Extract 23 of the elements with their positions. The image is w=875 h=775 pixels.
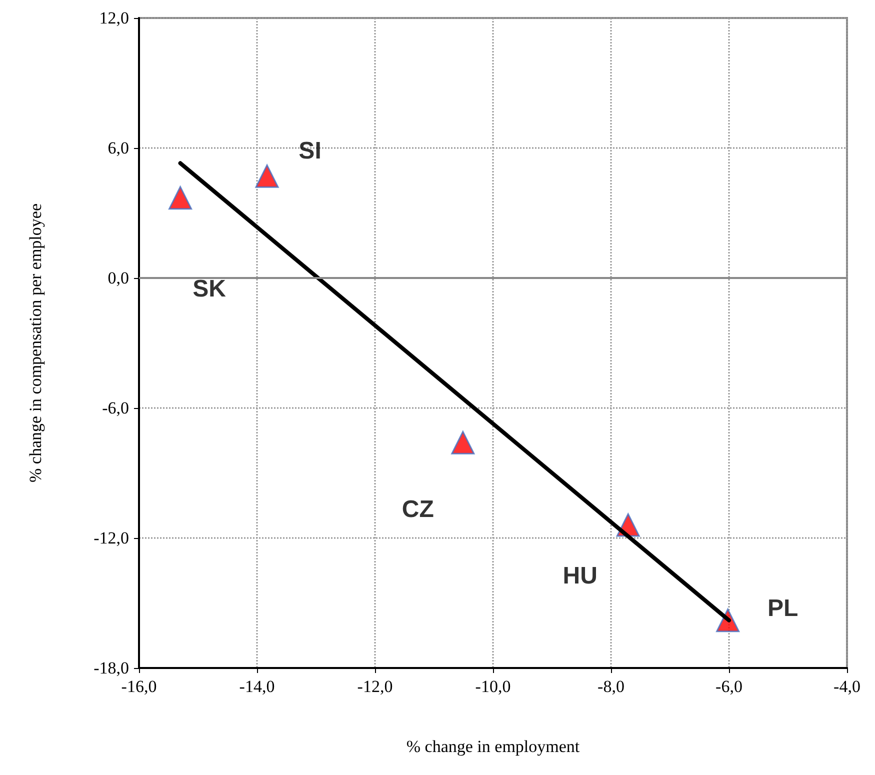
x-tick-label: -6,0 — [716, 677, 742, 696]
x-tick-label: -14,0 — [239, 677, 275, 696]
x-tick-label: -16,0 — [121, 677, 157, 696]
x-tick-label: -12,0 — [357, 677, 393, 696]
y-tick-label: 6,0 — [108, 138, 129, 158]
annotation: PL — [767, 594, 798, 622]
x-axis-title: % change in employment — [406, 737, 580, 756]
y-tick-label: 12,0 — [99, 8, 129, 28]
y-tick-label: -18,0 — [94, 658, 129, 678]
y-tick-label: -12,0 — [94, 528, 129, 548]
annotation: HU — [562, 562, 598, 590]
annotation: CZ — [402, 496, 434, 524]
point — [168, 186, 192, 210]
x-tick-label: -8,0 — [598, 677, 624, 696]
y-axis-title: % change in compensation per employee — [26, 204, 45, 482]
point — [451, 430, 475, 454]
x-tick-label: -10,0 — [475, 677, 511, 696]
x-tick-label: -4,0 — [834, 677, 860, 696]
annotation: SK — [192, 275, 227, 302]
annotation: SI — [298, 138, 322, 165]
y-tick-label: 0,0 — [108, 268, 129, 288]
point — [255, 164, 279, 188]
y-tick-label: -6,0 — [102, 398, 129, 418]
